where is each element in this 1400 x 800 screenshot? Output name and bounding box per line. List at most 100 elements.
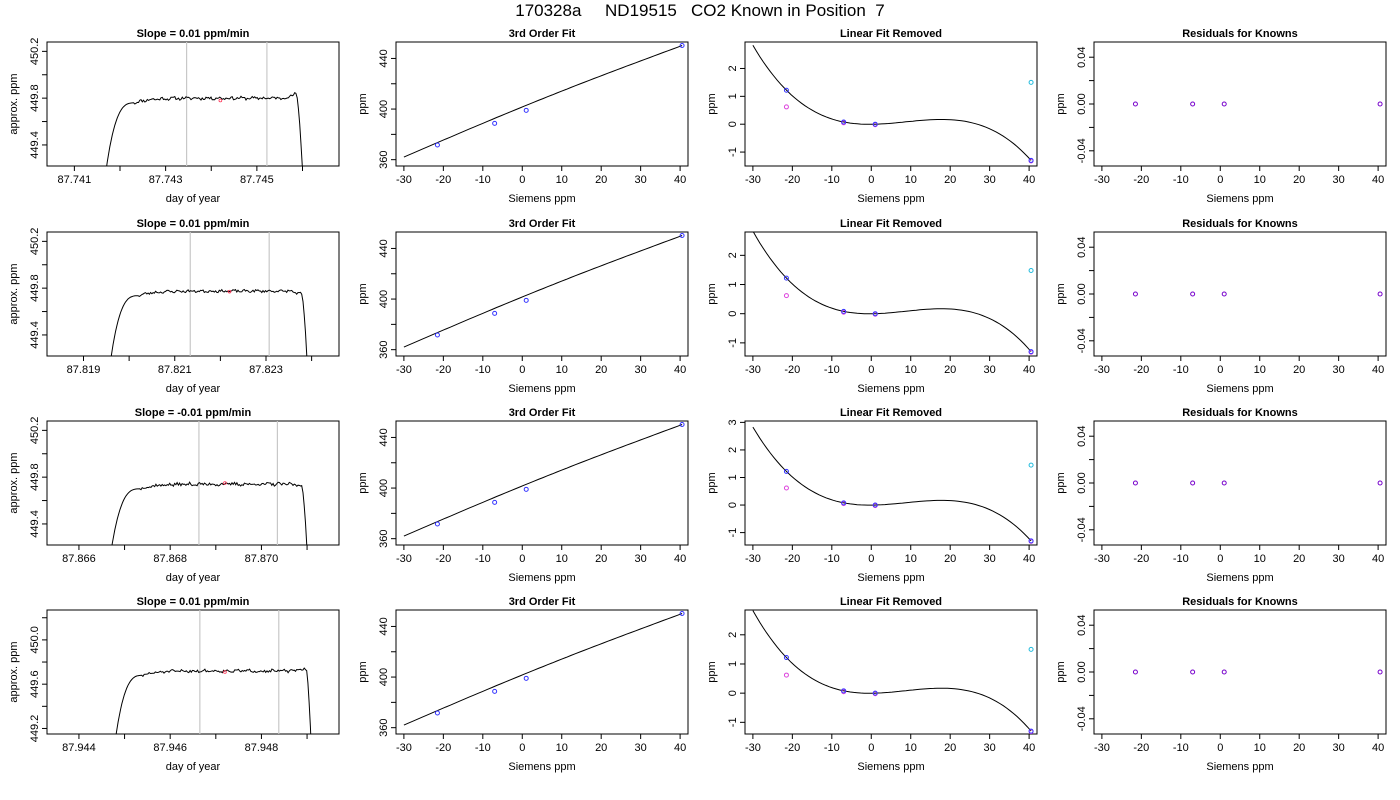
trace-marker xyxy=(223,670,227,674)
y-tick-label: 1 xyxy=(727,661,739,667)
page-title: 170328a ND19515 CO2 Known in Position 7 xyxy=(515,1,885,20)
fit-curve-line xyxy=(403,45,683,158)
trace-marker xyxy=(227,289,232,294)
plot-data xyxy=(403,611,685,726)
x-axis-label: Siemens ppm xyxy=(1206,572,1273,584)
x-axis-label: Siemens ppm xyxy=(1206,383,1273,395)
ppm-trace-line xyxy=(111,481,308,545)
residual-point xyxy=(1132,669,1138,675)
panel-title: 3rd Order Fit xyxy=(509,218,576,230)
y-axis-label: ppm xyxy=(706,93,718,114)
x-tick-label: -10 xyxy=(824,364,840,376)
x-tick-label: 0 xyxy=(519,364,525,376)
x-axis-label: Siemens ppm xyxy=(508,383,575,395)
x-tick-label: -10 xyxy=(475,742,491,754)
y-tick-label: 1 xyxy=(727,474,739,480)
known-point xyxy=(492,120,498,126)
x-tick-label: -10 xyxy=(824,553,840,565)
x-tick-label: 20 xyxy=(595,364,607,376)
x-tick-label: 10 xyxy=(556,174,568,186)
x-tick-label: -10 xyxy=(475,364,491,376)
y-tick-label: 1 xyxy=(727,93,739,99)
y-axis-label: ppm xyxy=(1055,283,1067,304)
ppm-trace-line xyxy=(115,667,312,734)
x-tick-label: 20 xyxy=(944,742,956,754)
known-point xyxy=(679,233,685,239)
panel-residuals-row1: Residuals for Knowns -30 -20 -10 0 10 20 30 40 Si… xyxy=(1055,28,1387,205)
panel-time-trace-row2: Slope = 0.01 ppm/min 87.819 87.821 87.823 da… xyxy=(8,218,340,395)
known-point xyxy=(434,521,440,527)
panel-residuals-row3: Residuals for Knowns -30 -20 -10 0 10 20 30 40 Si… xyxy=(1055,407,1387,584)
y-tick-label: 2 xyxy=(727,252,739,258)
x-tick-label: -30 xyxy=(1094,174,1110,186)
x-tick-label: 30 xyxy=(1333,742,1345,754)
x-tick-label: 20 xyxy=(1293,553,1305,565)
plot-frame xyxy=(395,420,689,546)
y-tick-label: 0.04 xyxy=(1076,425,1088,446)
plot-data xyxy=(403,43,685,158)
x-tick-label: 20 xyxy=(944,364,956,376)
x-tick-label: 10 xyxy=(1254,364,1266,376)
y-tick-label: 400 xyxy=(378,668,390,686)
x-tick-label: -20 xyxy=(784,553,800,565)
trace-marker xyxy=(223,481,227,485)
plot-frame xyxy=(744,41,1038,167)
y-tick-label: 449.8 xyxy=(29,84,41,112)
known-point xyxy=(523,297,529,303)
residual-curve-line xyxy=(752,610,1032,732)
x-tick-label: 0 xyxy=(1217,174,1223,186)
residual-point xyxy=(1221,480,1227,486)
known-point xyxy=(523,107,529,113)
x-tick-label: 0 xyxy=(519,553,525,565)
x-tick-label: 40 xyxy=(674,742,686,754)
x-axis-label: day of year xyxy=(166,193,221,205)
plot-data xyxy=(106,42,303,166)
cyan-point xyxy=(1028,462,1034,468)
y-tick-label: 440 xyxy=(378,617,390,635)
known-point xyxy=(679,422,685,428)
blue-point xyxy=(872,690,878,696)
x-tick-label: -20 xyxy=(435,174,451,186)
x-tick-label: -30 xyxy=(1094,364,1110,376)
x-tick-label: 20 xyxy=(1293,364,1305,376)
x-tick-label: 0 xyxy=(1217,553,1223,565)
x-tick-label: 10 xyxy=(905,174,917,186)
fit-curve-line xyxy=(403,235,683,348)
x-tick-label: 40 xyxy=(674,174,686,186)
y-axis-label: ppm xyxy=(1055,472,1067,493)
y-tick-label: 0.00 xyxy=(1076,661,1088,682)
x-tick-label: 87.866 xyxy=(62,553,96,565)
x-tick-label: 87.870 xyxy=(245,553,279,565)
blue-point xyxy=(1028,349,1034,355)
plot-frame xyxy=(395,609,689,735)
x-axis-label: Siemens ppm xyxy=(857,193,924,205)
panel-linear-removed-row4: Linear Fit Removed-30 -20 -10 0 10 20 30 40Siem… xyxy=(706,596,1038,773)
x-tick-label: -20 xyxy=(784,742,800,754)
plot-frame xyxy=(744,609,1038,735)
x-tick-label: -30 xyxy=(745,742,761,754)
x-tick-label: 30 xyxy=(635,553,647,565)
x-tick-label: 40 xyxy=(1372,553,1384,565)
y-axis-label: ppm xyxy=(357,93,369,114)
blue-point xyxy=(872,311,878,317)
plot-data xyxy=(403,422,685,537)
panel-title: 3rd Order Fit xyxy=(509,28,576,40)
y-tick-label: 450.2 xyxy=(29,38,41,66)
blue-point xyxy=(1028,728,1034,734)
blue-point xyxy=(1028,538,1034,544)
x-tick-label: -20 xyxy=(1133,742,1149,754)
residual-point xyxy=(1221,669,1227,675)
y-tick-label: 2 xyxy=(727,632,739,638)
x-tick-label: 87.821 xyxy=(158,364,192,376)
x-tick-label: 20 xyxy=(944,553,956,565)
plot-frame xyxy=(744,231,1038,357)
residual-point xyxy=(1221,101,1227,107)
panel-title: Linear Fit Removed xyxy=(840,28,942,40)
y-tick-label: 0 xyxy=(727,502,739,508)
x-tick-label: 0 xyxy=(519,742,525,754)
x-axis-label: Siemens ppm xyxy=(857,761,924,773)
x-tick-label: 40 xyxy=(1023,742,1035,754)
x-tick-label: 10 xyxy=(1254,174,1266,186)
x-tick-label: 10 xyxy=(1254,553,1266,565)
y-tick-label: 400 xyxy=(378,290,390,308)
